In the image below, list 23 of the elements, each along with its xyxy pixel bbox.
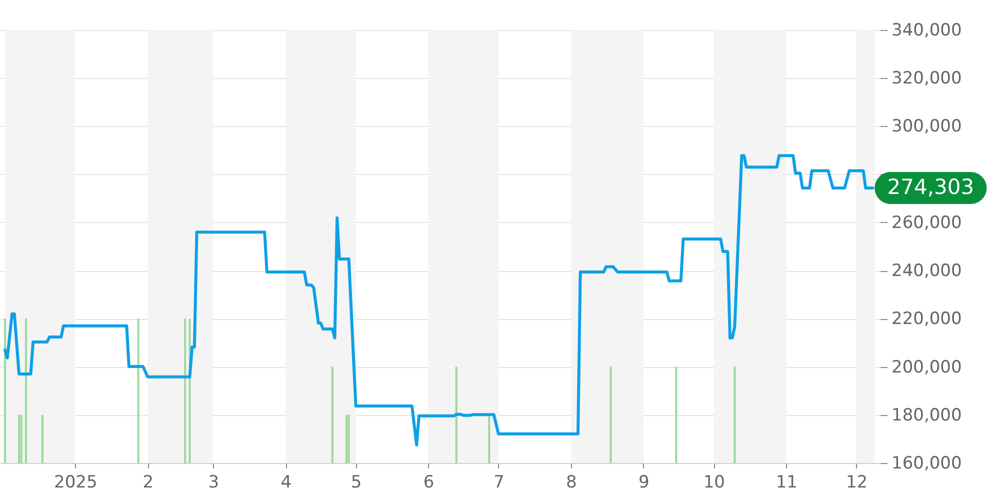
x-tick-label: 5 bbox=[350, 472, 362, 492]
y-tick-label: 220,000 bbox=[892, 309, 962, 330]
x-tick-label: 6 bbox=[423, 472, 434, 492]
x-tick-label: 9 bbox=[638, 472, 650, 492]
x-tick-label: 11 bbox=[776, 472, 798, 492]
y-tick-label: 320,000 bbox=[892, 68, 962, 89]
y-tick-label: 240,000 bbox=[892, 261, 962, 282]
x-tick-label: 12 bbox=[846, 472, 868, 492]
y-tick-label: 340,000 bbox=[892, 20, 962, 40]
y-tick-label: 260,000 bbox=[892, 212, 962, 233]
x-tick-label: 2 bbox=[142, 472, 154, 492]
y-tick-label: 180,000 bbox=[892, 405, 962, 426]
annotation: 274,303 bbox=[887, 175, 974, 200]
y-tick-label: 160,000 bbox=[892, 454, 962, 474]
x-tick-label: 4 bbox=[280, 472, 292, 492]
x-tick-label: 8 bbox=[566, 472, 577, 492]
line-series bbox=[4, 154, 874, 446]
y-tick-label: 300,000 bbox=[892, 116, 962, 137]
x-tick-label: 2025 bbox=[54, 472, 98, 492]
x-tick-label: 3 bbox=[208, 472, 220, 492]
y-tick-label: 200,000 bbox=[892, 357, 962, 378]
x-tick-label: 10 bbox=[703, 472, 725, 492]
x-tick-label: 7 bbox=[494, 472, 504, 492]
